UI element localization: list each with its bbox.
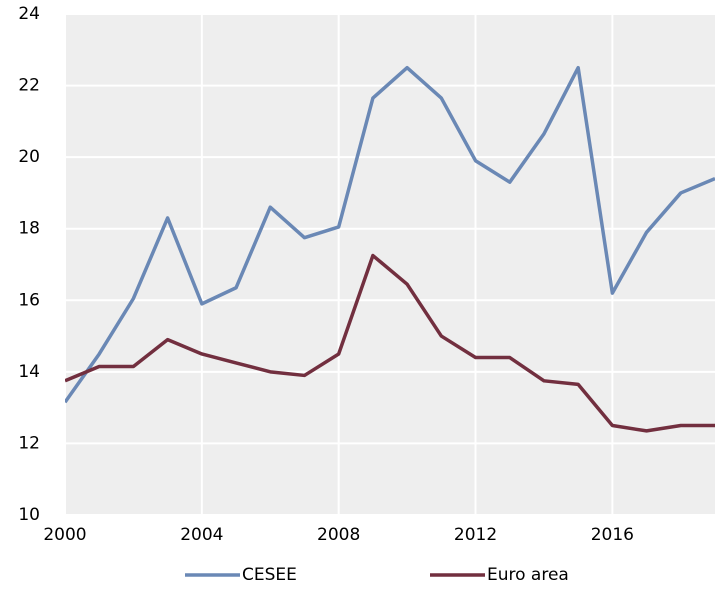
y-tick-label: 14 xyxy=(18,362,40,382)
y-tick-label: 16 xyxy=(18,290,40,310)
y-tick-label: 10 xyxy=(18,505,40,525)
series-line xyxy=(65,253,715,433)
y-tick-label: 18 xyxy=(18,219,40,239)
legend-label: CESEE xyxy=(242,565,297,585)
x-tick-label: 2012 xyxy=(454,525,497,545)
y-tick-label: 24 xyxy=(18,4,40,24)
x-tick-label: 2008 xyxy=(317,525,360,545)
series-line xyxy=(65,65,715,404)
y-tick-label: 22 xyxy=(18,76,40,96)
x-tick-label: 2000 xyxy=(43,525,86,545)
legend-label: Euro area xyxy=(487,565,569,585)
plot-area xyxy=(65,14,715,515)
y-tick-label: 12 xyxy=(18,433,40,453)
y-tick-label: 20 xyxy=(18,147,40,167)
x-tick-label: 2016 xyxy=(591,525,634,545)
x-tick-label: 2004 xyxy=(180,525,223,545)
